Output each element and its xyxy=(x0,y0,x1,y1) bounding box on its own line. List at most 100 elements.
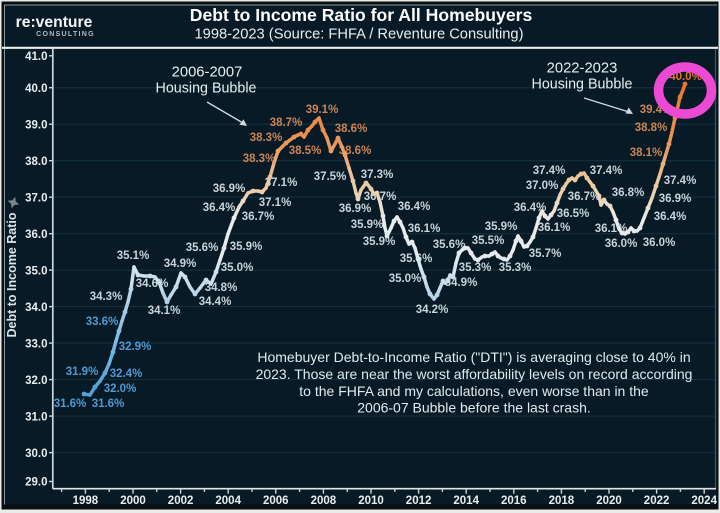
svg-text:2020: 2020 xyxy=(596,495,622,507)
svg-text:36.9%: 36.9% xyxy=(339,203,372,215)
svg-text:29.0: 29.0 xyxy=(25,477,47,489)
svg-text:38.5%: 38.5% xyxy=(289,145,322,157)
svg-text:35.0%: 35.0% xyxy=(221,262,254,274)
svg-text:2014: 2014 xyxy=(453,495,479,507)
svg-text:38.7%: 38.7% xyxy=(270,117,303,129)
svg-text:35.9%: 35.9% xyxy=(363,236,396,248)
svg-text:38.3%: 38.3% xyxy=(243,153,276,165)
svg-text:36.7%: 36.7% xyxy=(568,191,601,203)
svg-text:40.0: 40.0 xyxy=(25,83,47,95)
svg-text:31.0: 31.0 xyxy=(25,411,47,423)
svg-text:Debt to Income Ratio: Debt to Income Ratio xyxy=(5,212,19,337)
svg-text:38.0: 38.0 xyxy=(25,156,47,168)
svg-text:35.9%: 35.9% xyxy=(485,221,518,233)
svg-text:36.9%: 36.9% xyxy=(213,183,246,195)
svg-text:35.0%: 35.0% xyxy=(389,273,422,285)
svg-text:34.1%: 34.1% xyxy=(148,305,181,317)
svg-text:2016: 2016 xyxy=(501,495,527,507)
svg-text:38.3%: 38.3% xyxy=(250,132,283,144)
svg-text:36.7%: 36.7% xyxy=(242,211,275,223)
svg-text:39.1%: 39.1% xyxy=(306,104,339,116)
svg-text:32.4%: 32.4% xyxy=(110,368,143,380)
svg-text:36.0%: 36.0% xyxy=(643,237,676,249)
svg-text:2002: 2002 xyxy=(168,495,194,507)
svg-text:37.3%: 37.3% xyxy=(361,169,394,181)
svg-text:36.1%: 36.1% xyxy=(408,223,441,235)
svg-text:2010: 2010 xyxy=(358,495,384,507)
svg-text:Debt to Income Ratio for All H: Debt to Income Ratio for All Homebuyers xyxy=(190,5,533,25)
svg-text:2022: 2022 xyxy=(644,495,670,507)
svg-text:2024: 2024 xyxy=(691,495,717,507)
svg-text:2004: 2004 xyxy=(215,495,241,507)
svg-text:38.6%: 38.6% xyxy=(335,123,368,135)
svg-text:35.5%: 35.5% xyxy=(472,235,505,247)
svg-text:36.1%: 36.1% xyxy=(538,222,571,234)
svg-text:37.4%: 37.4% xyxy=(533,165,566,177)
svg-text:36.4%: 36.4% xyxy=(514,202,547,214)
svg-text:CONSULTING: CONSULTING xyxy=(36,31,95,38)
svg-text:35.6%: 35.6% xyxy=(186,242,219,254)
svg-text:2000: 2000 xyxy=(120,495,146,507)
svg-text:2012: 2012 xyxy=(406,495,432,507)
svg-text:32.0: 32.0 xyxy=(25,375,47,387)
svg-text:36.0%: 36.0% xyxy=(605,238,638,250)
svg-text:35.1%: 35.1% xyxy=(117,250,150,262)
svg-text:37.1%: 37.1% xyxy=(265,177,298,189)
svg-text:36.4%: 36.4% xyxy=(203,202,236,214)
svg-text:1998-2023 (Source: FHFA / Reve: 1998-2023 (Source: FHFA / Reventure Cons… xyxy=(194,27,523,43)
svg-text:2018: 2018 xyxy=(549,495,575,507)
svg-text:34.8%: 34.8% xyxy=(205,282,238,294)
svg-text:38.8%: 38.8% xyxy=(635,122,668,134)
svg-text:39.0: 39.0 xyxy=(25,119,47,131)
svg-text:34.9%: 34.9% xyxy=(164,258,197,270)
svg-text:31.6%: 31.6% xyxy=(54,398,87,410)
svg-text:re:venture: re:venture xyxy=(16,14,93,31)
svg-text:37.0%: 37.0% xyxy=(526,180,559,192)
svg-text:32.9%: 32.9% xyxy=(119,341,152,353)
svg-text:31.9%: 31.9% xyxy=(66,366,99,378)
svg-text:34.9%: 34.9% xyxy=(445,277,478,289)
svg-text:to the FHFA and my calculation: to the FHFA and my calculations, even wo… xyxy=(299,383,649,399)
svg-text:Homebuyer Debt-to-Income Ratio: Homebuyer Debt-to-Income Ratio ("DTI") i… xyxy=(257,349,690,365)
svg-text:31.6%: 31.6% xyxy=(92,398,125,410)
svg-text:36.4%: 36.4% xyxy=(654,211,687,223)
svg-text:2006-2007: 2006-2007 xyxy=(172,65,243,81)
svg-text:35.9%: 35.9% xyxy=(230,241,263,253)
svg-text:30.0: 30.0 xyxy=(25,448,47,460)
svg-text:36.4%: 36.4% xyxy=(398,201,431,213)
svg-text:33.0: 33.0 xyxy=(25,338,47,350)
svg-text:35.3%: 35.3% xyxy=(459,262,492,274)
svg-text:34.2%: 34.2% xyxy=(416,304,449,316)
svg-text:35.7%: 35.7% xyxy=(529,248,562,260)
svg-text:34.4%: 34.4% xyxy=(199,296,232,308)
svg-text:37.4%: 37.4% xyxy=(590,165,623,177)
svg-text:2023. Those are near the worst: 2023. Those are near the worst affordabi… xyxy=(256,366,693,382)
svg-text:34.0: 34.0 xyxy=(25,302,47,314)
svg-text:38.1%: 38.1% xyxy=(630,147,663,159)
svg-text:37.0: 37.0 xyxy=(25,192,47,204)
svg-text:34.6%: 34.6% xyxy=(136,278,169,290)
svg-text:32.0%: 32.0% xyxy=(104,383,137,395)
svg-text:34.3%: 34.3% xyxy=(90,291,123,303)
svg-text:35.6%: 35.6% xyxy=(433,239,466,251)
svg-text:36.8%: 36.8% xyxy=(612,187,645,199)
svg-text:35.9%: 35.9% xyxy=(351,219,384,231)
svg-text:36.5%: 36.5% xyxy=(557,208,590,220)
svg-text:2006-07 Bubble before the last: 2006-07 Bubble before the last crash. xyxy=(357,400,591,416)
svg-text:33.6%: 33.6% xyxy=(86,316,119,328)
svg-text:37.5%: 37.5% xyxy=(314,171,347,183)
svg-text:Housing Bubble: Housing Bubble xyxy=(532,77,633,93)
svg-text:40.0%: 40.0% xyxy=(669,71,702,83)
svg-text:35.0: 35.0 xyxy=(25,265,47,277)
svg-text:2008: 2008 xyxy=(311,495,337,507)
svg-text:36.0: 36.0 xyxy=(25,229,47,241)
svg-text:1998: 1998 xyxy=(73,495,99,507)
svg-text:41.0: 41.0 xyxy=(25,51,47,63)
svg-text:37.1%: 37.1% xyxy=(259,197,292,209)
svg-text:2006: 2006 xyxy=(263,495,289,507)
svg-text:35.3%: 35.3% xyxy=(499,262,532,274)
svg-text:37.4%: 37.4% xyxy=(664,175,697,187)
svg-text:Housing Bubble: Housing Bubble xyxy=(156,81,257,97)
svg-text:2022-2023: 2022-2023 xyxy=(547,61,618,77)
svg-text:36.9%: 36.9% xyxy=(659,193,692,205)
